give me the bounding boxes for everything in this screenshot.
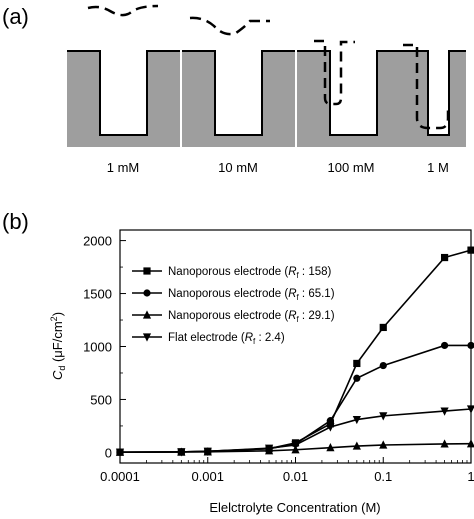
data-point-series-3 (440, 439, 449, 448)
data-point-series-1 (379, 323, 387, 332)
y-tick-label: 0 (105, 445, 112, 460)
tick-labels: 0.0001 0.001 0.01 0.1 1 0 500 1000 1500 2000 (83, 234, 474, 484)
legend-label-4: Flat electrode (Rf : 2.4) (168, 332, 285, 346)
y-axis-label: Cd (μF/cm2) (49, 312, 67, 380)
data-point-series-1 (353, 359, 361, 368)
panel-b-label: (b) (2, 209, 29, 234)
data-point-series-4 (203, 447, 212, 456)
data-point-series-4 (379, 412, 388, 421)
legend-marker-2 (143, 289, 151, 297)
pore-diagram-1m: 1 M (395, 43, 466, 175)
x-tick-label: 0.001 (191, 469, 224, 484)
x-tick-label: 0.01 (283, 469, 308, 484)
panel-a-label: (a) (2, 4, 29, 29)
data-point-series-4 (291, 441, 300, 450)
data-point-series-1 (440, 253, 449, 262)
legend-label-2: Nanoporous electrode (Rf : 65.1) (168, 288, 335, 302)
pore-diagram-1mm: 1 mM (67, 4, 180, 175)
series-lines (119, 249, 472, 454)
data-point-series-4 (115, 448, 125, 457)
data-point-series-1 (467, 246, 474, 254)
data-point-series-4 (466, 405, 474, 414)
x-axis-label: Elelctrolyte Concentration (M) (209, 500, 380, 515)
data-point-series-2 (379, 361, 387, 370)
data-point-series-2 (467, 341, 474, 350)
x-tick-label: 0.1 (374, 469, 392, 484)
y-tick-label: 1500 (83, 287, 112, 302)
legend: Nanoporous electrode (Rf : 158) Nanoporou… (132, 266, 335, 346)
data-point-series-4 (326, 423, 335, 432)
data-point-series-3 (466, 439, 474, 448)
legend-label-3: Nanoporous electrode (Rf : 29.1) (168, 310, 335, 324)
double-layer-boundary-1mm (87, 4, 159, 17)
data-point-series-4 (264, 444, 274, 453)
data-point-series-4 (352, 415, 361, 425)
concentration-label-100mm: 100 mM (328, 160, 375, 175)
concentration-label-1mm: 1 mM (107, 160, 140, 175)
y-tick-label: 2000 (83, 234, 112, 249)
data-point-series-3 (326, 443, 335, 452)
y-tick-label: 1000 (83, 340, 112, 355)
legend-label-1: Nanoporous electrode (Rf : 158) (168, 266, 332, 280)
pore-diagram-10mm: 10 mM (182, 16, 295, 175)
data-point-series-3 (352, 441, 361, 450)
data-point-series-2 (326, 417, 335, 425)
data-point-series-4 (177, 448, 186, 457)
data-point-series-3 (379, 440, 388, 449)
y-tick-label: 500 (90, 392, 112, 407)
concentration-label-10mm: 10 mM (218, 160, 258, 175)
series-line-2 (119, 344, 471, 454)
legend-marker-4 (142, 333, 152, 342)
data-point-series-2 (353, 374, 361, 382)
series-line-1 (119, 249, 472, 454)
legend-marker-3 (142, 310, 152, 319)
concentration-label-1m: 1 M (427, 160, 449, 175)
capacitance-chart: 0.0001 0.001 0.01 0.1 1 0 500 1000 1500 2000 Nano… (49, 229, 474, 515)
series-line-4 (119, 408, 472, 454)
data-point-series-4 (440, 407, 449, 416)
double-layer-boundary-100mm (314, 39, 355, 106)
pore-diagram-100mm: 100 mM (297, 39, 410, 175)
double-layer-boundary-10mm (189, 16, 270, 36)
x-tick-label: 1 (467, 469, 474, 484)
x-tick-label: 0.0001 (100, 469, 140, 484)
double-layer-boundary-1m (403, 43, 450, 130)
plot-frame (119, 229, 472, 464)
legend-marker-1 (143, 267, 151, 275)
data-point-series-2 (440, 341, 449, 350)
series-markers (115, 246, 474, 457)
